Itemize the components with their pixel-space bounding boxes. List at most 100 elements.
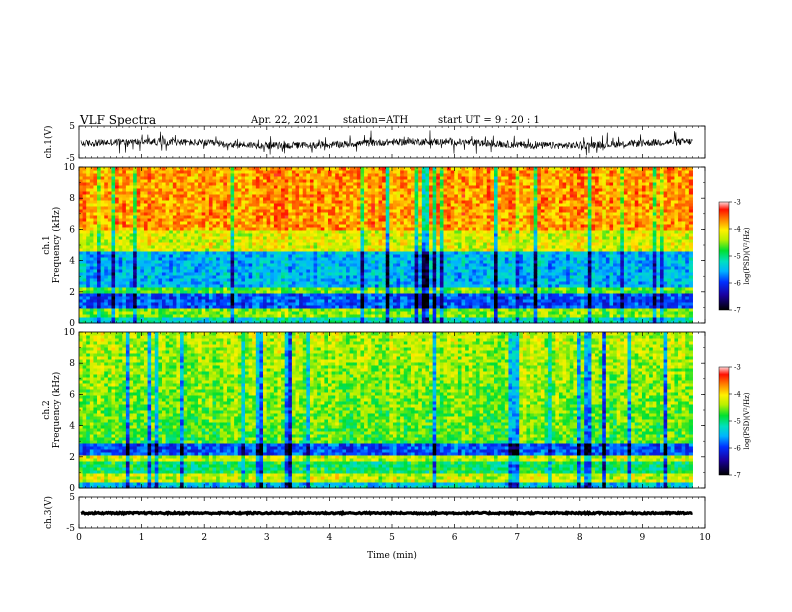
- spectrogram-cell: [219, 272, 224, 276]
- spectrogram-cell: [219, 203, 224, 207]
- spectrogram-cell: [125, 308, 131, 312]
- spectrogram-cell: [133, 242, 138, 246]
- spectrogram-cell: [176, 311, 181, 315]
- spectrogram-cell: [342, 245, 347, 249]
- spectrogram-cell: [176, 215, 181, 219]
- spectrogram-cell: [205, 308, 210, 312]
- spectrogram-cell: [335, 242, 340, 246]
- spectrogram-cell: [263, 185, 268, 189]
- spectrogram-cell: [100, 287, 105, 291]
- spectrogram-cell: [162, 287, 167, 291]
- spectrogram-cell: [302, 215, 307, 219]
- spectrogram-cell: [115, 248, 120, 252]
- spectrogram-cell: [389, 245, 394, 249]
- spectrogram-cell: [299, 314, 304, 318]
- spectrogram-cell: [162, 284, 167, 288]
- spectrogram-cell: [190, 245, 195, 249]
- spectrogram-cell: [382, 185, 387, 189]
- spectrogram-cell: [342, 194, 347, 198]
- spectrogram-cell: [230, 194, 235, 198]
- spectrogram-cell: [183, 167, 188, 171]
- spectrogram-cell: [147, 173, 152, 177]
- spectrogram-cell: [208, 248, 214, 252]
- spectrogram-cell: [111, 290, 116, 294]
- spectrogram-cell: [306, 224, 311, 228]
- spectrogram-cell: [255, 236, 260, 240]
- spectrogram-cell: [389, 266, 394, 270]
- spectrogram-cell: [302, 224, 307, 228]
- spectrogram-cell: [400, 236, 405, 240]
- spectrogram-cell: [403, 221, 408, 225]
- spectrogram-cell: [183, 284, 188, 288]
- spectrogram-cell: [255, 320, 260, 324]
- spectrogram-cell: [353, 236, 358, 240]
- spectrogram-cell: [382, 221, 387, 225]
- spectrogram-cell: [115, 185, 120, 189]
- spectrogram-cell: [367, 284, 372, 288]
- spectrogram-cell: [190, 296, 195, 300]
- spectrogram-cell: [320, 287, 325, 291]
- spectrogram-cell: [183, 233, 188, 237]
- spectrogram-cell: [400, 206, 405, 210]
- spectrogram-cell: [111, 191, 116, 195]
- spectrogram-cell: [364, 299, 369, 303]
- spectrogram-cell: [291, 191, 297, 195]
- spectrogram-cell: [291, 320, 297, 324]
- spectrogram-cell: [252, 308, 257, 312]
- spectrogram-cell: [288, 194, 293, 198]
- spectrogram-cell: [93, 170, 98, 174]
- spectrogram-cell: [263, 278, 268, 282]
- spectrogram-cell: [89, 218, 94, 222]
- spectrogram-cell: [248, 179, 253, 183]
- spectrogram-cell: [349, 245, 354, 249]
- spectrogram-cell: [309, 260, 315, 264]
- spectrogram-cell: [270, 272, 275, 276]
- spectrogram-cell: [349, 263, 354, 267]
- spectrogram-cell: [230, 221, 235, 225]
- spectrogram-cell: [118, 290, 123, 294]
- spectrogram-cell: [118, 185, 123, 189]
- spectrogram-cell: [248, 254, 253, 258]
- spectrogram-cell: [338, 281, 343, 285]
- spectrogram-cell: [382, 173, 387, 177]
- spectrogram-cell: [183, 176, 188, 180]
- spectrogram-cell: [392, 281, 398, 285]
- spectrogram-cell: [360, 263, 365, 267]
- spectrogram-cell: [403, 230, 408, 234]
- spectrogram-cell: [143, 194, 149, 198]
- spectrogram-cell: [176, 275, 181, 279]
- spectrogram-cell: [89, 281, 94, 285]
- spectrogram-cell: [396, 290, 401, 294]
- spectrogram-cell: [89, 185, 94, 189]
- spectrogram-cell: [367, 203, 372, 207]
- spectrogram-cell: [389, 215, 394, 219]
- spectrogram-cell: [248, 281, 253, 285]
- spectrogram-cell: [97, 197, 102, 201]
- spectrogram-cell: [122, 212, 127, 216]
- spectrogram-cell: [216, 281, 221, 285]
- spectrogram-cell: [277, 239, 282, 243]
- spectrogram-cell: [396, 305, 401, 309]
- spectrogram-cell: [342, 221, 347, 225]
- spectrogram-cell: [93, 248, 98, 252]
- spectrogram-cell: [385, 179, 390, 183]
- spectrogram-cell: [208, 182, 214, 186]
- spectrogram-cell: [385, 233, 390, 237]
- spectrogram-cell: [245, 170, 250, 174]
- spectrogram-cell: [378, 269, 383, 273]
- spectrogram-cell: [371, 197, 376, 201]
- spectrogram-cell: [201, 317, 206, 321]
- spectrogram-cell: [107, 281, 112, 285]
- spectrogram-cell: [360, 212, 365, 216]
- spectrogram-cell: [140, 191, 145, 195]
- spectrogram-cell: [346, 191, 351, 195]
- spectrogram-cell: [317, 239, 322, 243]
- spectrogram-cell: [378, 311, 383, 315]
- spectrogram-cell: [266, 182, 271, 186]
- spectrogram-cell: [313, 311, 318, 315]
- spectrogram-cell: [89, 212, 94, 216]
- spectrogram-cell: [241, 188, 246, 192]
- spectrogram-cell: [353, 302, 358, 306]
- spectrogram-cell: [403, 305, 408, 309]
- spectrogram-cell: [270, 188, 275, 192]
